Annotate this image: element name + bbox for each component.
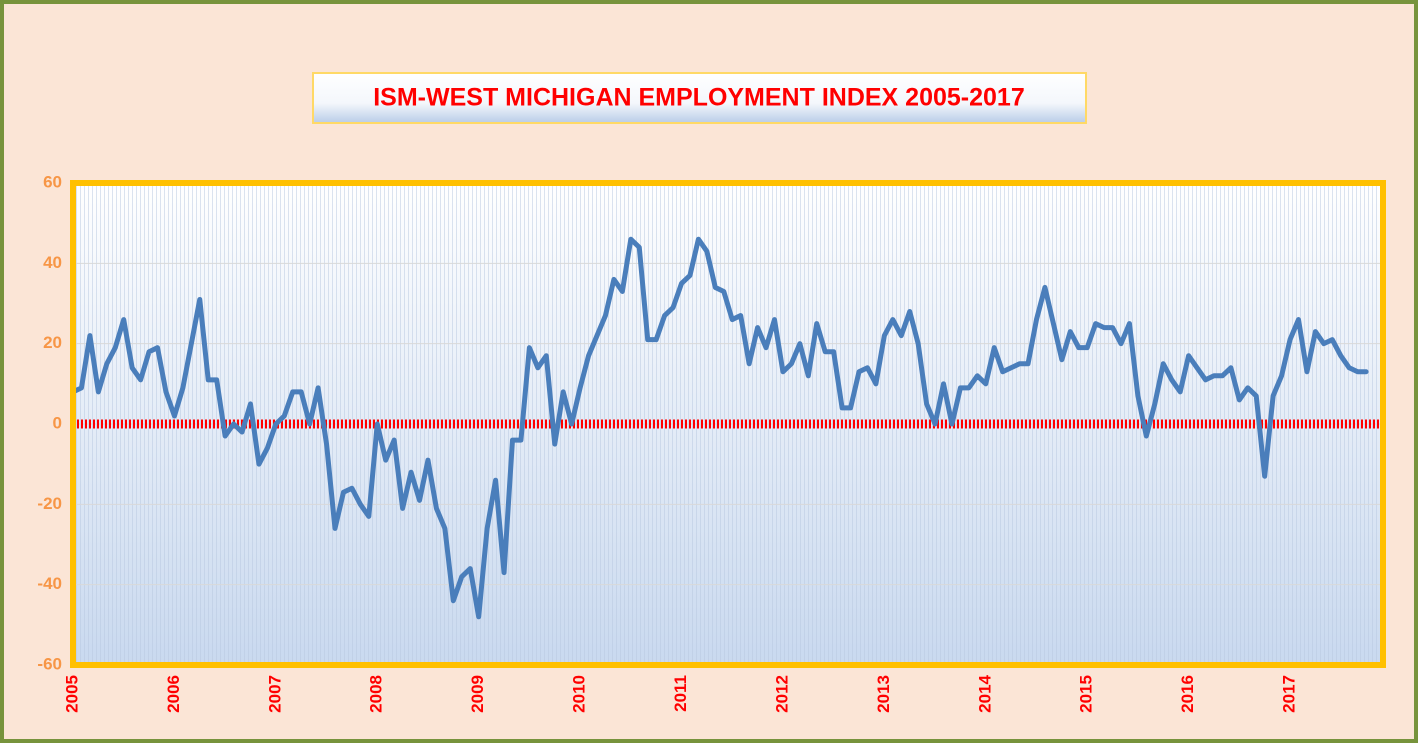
x-tick-label: 2011 [671,675,690,712]
y-tick-label: -60 [37,654,62,673]
y-tick-label: 20 [43,333,62,352]
x-tick-label: 2009 [468,675,487,713]
y-tick-label: 40 [43,253,62,272]
y-tick-label: 0 [53,413,62,432]
y-tick-label: -40 [37,574,62,593]
y-tick-label: 60 [43,172,62,191]
plot-border [70,180,1386,668]
x-tick-label: 2013 [874,675,893,713]
x-tick-label: 2015 [1077,675,1096,713]
x-tick-label: 2008 [367,675,386,713]
x-tick-label: 2007 [265,675,284,713]
x-tick-label: 2005 [62,675,81,713]
chart-title: ISM-WEST MICHIGAN EMPLOYMENT INDEX 2005-… [373,84,1025,112]
x-tick-label: 2016 [1178,675,1197,713]
y-tick-label: -20 [37,494,62,513]
x-tick-label: 2006 [164,675,183,713]
x-tick-label: 2010 [570,675,589,713]
x-tick-label: 2014 [975,674,994,712]
x-tick-label: 2017 [1280,675,1299,713]
title-box [312,72,1087,124]
data-line [70,236,1369,620]
x-tick-label: 2012 [772,675,791,713]
